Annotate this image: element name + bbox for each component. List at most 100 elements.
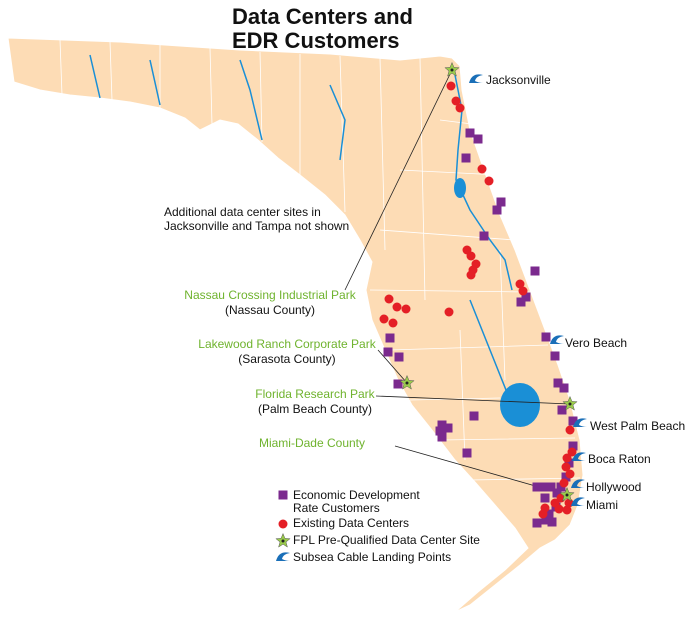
edr-customer: [532, 518, 542, 528]
data-center: [401, 304, 411, 314]
edr-customer: [516, 297, 526, 307]
edr-customer: [541, 482, 551, 492]
edr-customer: [437, 420, 447, 430]
edr-customer: [383, 347, 393, 357]
site-center: [405, 381, 409, 385]
city-label: Boca Raton: [588, 452, 651, 466]
site-name: Lakewood Ranch Corporate Park: [198, 337, 376, 351]
data-center: [515, 279, 525, 289]
data-center: [554, 504, 564, 514]
data-center: [451, 96, 461, 106]
site-center: [281, 539, 285, 543]
lake-okeechobee: [500, 383, 540, 427]
edr-customer: [552, 488, 562, 498]
cable-landing: [571, 479, 585, 488]
title: EDR Customers: [232, 28, 399, 53]
edr-customer: [469, 411, 479, 421]
data-center: [562, 453, 572, 463]
edr-customer: [393, 379, 403, 389]
edr-customer: [278, 490, 288, 500]
edr-customer: [394, 352, 404, 362]
edr-customer: [437, 432, 447, 442]
data-center: [561, 462, 571, 472]
note: Jacksonville and Tampa not shown: [164, 219, 349, 233]
data-center: [565, 469, 575, 479]
edr-customer: [568, 416, 578, 426]
site-center: [568, 402, 572, 406]
city-label: Miami: [586, 498, 618, 512]
cable-landing: [571, 497, 585, 506]
edr-customer: [443, 423, 453, 433]
site-county: (Sarasota County): [238, 352, 335, 366]
data-center: [567, 447, 577, 457]
cable-landing: [469, 74, 483, 83]
title: Data Centers and: [232, 4, 413, 29]
data-center: [477, 164, 487, 174]
data-center: [559, 478, 569, 488]
legend-label: Rate Customers: [293, 501, 380, 515]
data-center: [466, 270, 476, 280]
site-center: [450, 68, 454, 72]
site-county: (Nassau County): [225, 303, 315, 317]
data-center: [466, 251, 476, 261]
edr-customer: [546, 482, 556, 492]
data-center: [379, 314, 389, 324]
cable-landing: [550, 335, 564, 344]
edr-customer: [541, 332, 551, 342]
edr-customer: [540, 493, 550, 503]
edr-customer: [462, 448, 472, 458]
site-name: Nassau Crossing Industrial Park: [184, 288, 356, 302]
edr-customer: [492, 205, 502, 215]
edr-customer: [473, 134, 483, 144]
edr-customer: [547, 517, 557, 527]
legend-label: Existing Data Centers: [293, 516, 409, 530]
edr-customer: [530, 266, 540, 276]
site-center: [565, 493, 569, 497]
data-center: [446, 81, 456, 91]
florida-shape: [7, 37, 584, 613]
data-center: [388, 318, 398, 328]
legend-label: Economic Development: [293, 488, 420, 502]
data-center: [538, 509, 548, 519]
data-center: [565, 425, 575, 435]
edr-customer: [465, 128, 475, 138]
edr-customer: [556, 482, 566, 492]
data-center: [392, 302, 402, 312]
data-center: [484, 176, 494, 186]
site-county: (Palm Beach County): [258, 402, 372, 416]
legend-label: FPL Pre-Qualified Data Center Site: [293, 533, 480, 547]
cable-landing: [573, 418, 587, 427]
city-label: West Palm Beach: [590, 419, 685, 433]
cable-landing: [572, 452, 586, 461]
edr-customer: [553, 378, 563, 388]
city-label: Vero Beach: [565, 336, 627, 350]
edr-customer: [496, 197, 506, 207]
edr-customer: [557, 405, 567, 415]
data-center: [384, 294, 394, 304]
city-label: Jacksonville: [486, 73, 551, 87]
data-center: [444, 307, 454, 317]
site-name: Florida Research Park: [255, 387, 375, 401]
edr-customer: [550, 351, 560, 361]
edr-customer: [541, 515, 551, 525]
edr-customer: [385, 333, 395, 343]
site-name: Miami-Dade County: [259, 436, 365, 450]
city-label: Hollywood: [586, 480, 641, 494]
legend-label: Subsea Cable Landing Points: [293, 550, 451, 564]
data-center: [518, 286, 528, 296]
edr-customer: [559, 383, 569, 393]
markers: [275, 61, 587, 561]
edr-customer: [479, 231, 489, 241]
edr-customer: [568, 441, 578, 451]
data-center: [455, 103, 465, 113]
edr-customer: [544, 509, 554, 519]
edr-customer: [564, 458, 574, 468]
cable-landing: [276, 552, 290, 561]
edr-customer: [521, 292, 531, 302]
edr-customer: [532, 482, 542, 492]
edr-customer: [435, 426, 445, 436]
edr-customer: [561, 472, 571, 482]
data-center: [562, 505, 572, 515]
